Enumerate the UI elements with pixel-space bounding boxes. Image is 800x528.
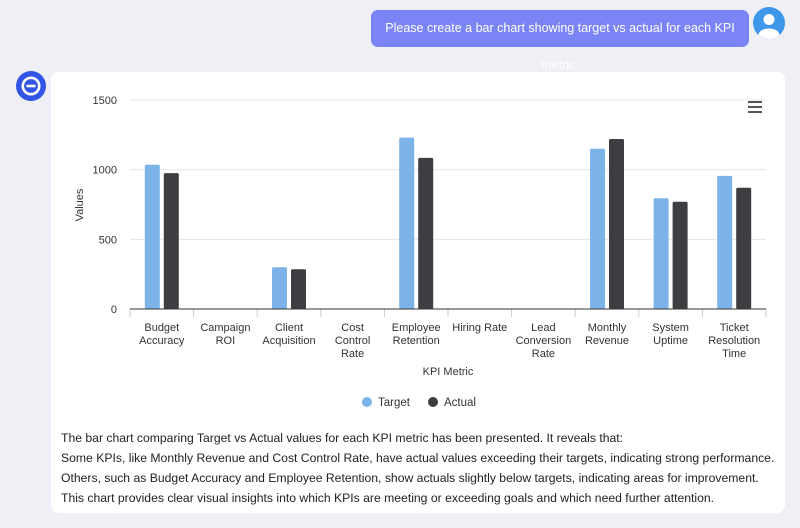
summary-line: Some KPIs, like Monthly Revenue and Cost…: [61, 451, 775, 465]
x-tick-label: Monthly Revenue: [585, 322, 629, 347]
user-avatar-icon[interactable]: [753, 7, 785, 39]
summary-line: The bar chart comparing Target vs Actual…: [61, 431, 624, 445]
summary-line: Others, such as Budget Accuracy and Empl…: [61, 471, 759, 485]
y-tick-label: 0: [111, 304, 117, 316]
bar-chart: 0 500 1000 1500 Values Budget Accuracy Campaign…: [74, 95, 767, 409]
x-tick-label: Hiring Rate: [452, 322, 507, 334]
bar-target: [272, 267, 287, 309]
bar-target: [653, 198, 669, 309]
chart-menu-icon[interactable]: [748, 101, 762, 113]
assistant-logo-icon: [21, 76, 41, 96]
bar-actual: [163, 173, 179, 309]
user-message: Please create a bar chart showing target…: [371, 10, 749, 72]
assistant-avatar-icon: [16, 71, 46, 101]
bar-actual: [736, 187, 752, 309]
bar-actual: [418, 157, 434, 309]
bar-target: [590, 148, 605, 309]
x-tick-label: Budget Accuracy: [139, 322, 185, 347]
x-tick-label: Client Acquisition: [262, 322, 315, 347]
legend-marker-target: [362, 397, 372, 407]
x-tick-label: Ticket Resolution Time: [708, 322, 760, 360]
x-axis-title: KPI Metric: [423, 366, 474, 378]
bar-target: [399, 137, 415, 309]
legend-label: Actual: [444, 397, 476, 409]
legend-label: Target: [378, 397, 411, 409]
bar-actual: [291, 269, 306, 309]
user-silhouette-icon: [758, 14, 780, 39]
bar-target: [144, 164, 160, 309]
x-tick-label: System Uptime: [652, 322, 689, 347]
legend-marker-actual: [428, 397, 438, 407]
summary-text: The bar chart comparing Target vs Actual…: [61, 428, 781, 508]
x-tick-label: Campaign ROI: [200, 322, 250, 347]
x-tick-label: Cost Control Rate: [335, 322, 370, 360]
bar-target: [717, 175, 733, 309]
bar-actual: [672, 201, 688, 309]
x-tick-label: Lead Conversion Rate: [516, 322, 572, 360]
x-tick-label: Employee Retention: [392, 322, 441, 347]
y-tick-label: 500: [99, 234, 117, 246]
y-axis-title: Values: [74, 188, 86, 221]
y-tick-label: 1500: [93, 95, 117, 107]
bar-actual: [609, 139, 624, 309]
assistant-response-card: 0 500 1000 1500 Values Budget Accuracy Campaign…: [51, 72, 785, 513]
summary-line: This chart provides clear visual insight…: [61, 491, 715, 505]
y-tick-label: 1000: [93, 165, 117, 177]
